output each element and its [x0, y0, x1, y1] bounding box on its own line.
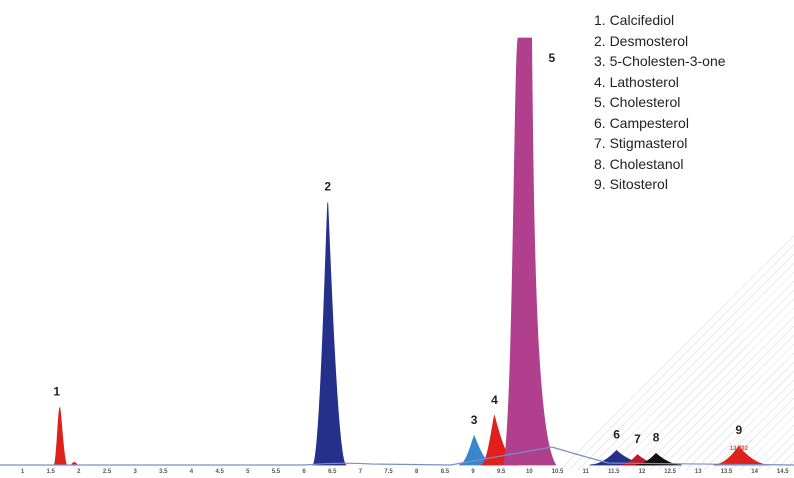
hatch-line — [640, 316, 794, 471]
hatch-line — [604, 280, 794, 471]
hatch-line — [748, 424, 794, 471]
x-tick-label: 3.5 — [159, 469, 168, 475]
peak-1 — [53, 407, 68, 466]
peak-label-3: 3 — [471, 413, 478, 427]
hatch-line — [649, 325, 794, 471]
x-tick-label: 13.5 — [721, 469, 733, 475]
hatch-line — [577, 253, 794, 471]
x-tick-label: 8.5 — [441, 469, 450, 475]
legend-item: 6. Campesterol — [594, 114, 689, 131]
peak-series — [53, 37, 770, 466]
hatch-line — [703, 379, 794, 471]
compound-legend: 1. Calcifediol 2. Desmosterol 3. 5-Chole… — [594, 10, 726, 195]
hatch-line — [730, 406, 794, 471]
x-tick-label: 5 — [246, 469, 250, 475]
x-tick-label: 11 — [582, 469, 589, 475]
x-tick-label: 10 — [526, 469, 533, 475]
peak-labels: 1 2 34 5 6 7 8 9 13.792 — [53, 51, 748, 452]
x-tick-label: 3 — [133, 469, 137, 475]
hatch-line — [766, 442, 794, 471]
x-tick-label: 12 — [639, 469, 646, 475]
hatch-line — [784, 460, 794, 471]
hatch-line — [694, 370, 794, 471]
x-axis-ticks: 0.511.522.533.544.555.566.577.588.599.51… — [21, 469, 789, 475]
x-tick-label: 14.5 — [777, 469, 789, 475]
chromatogram-baseline — [0, 446, 794, 466]
legend-item: 3. 5-Cholesten-3-one — [594, 53, 726, 69]
x-tick-label: 9 — [471, 469, 475, 475]
hatch-line — [559, 235, 794, 471]
peak-label-9: 9 — [735, 423, 742, 437]
peak-5 — [502, 37, 557, 466]
x-tick-label: 5.5 — [272, 469, 281, 475]
x-tick-label: 7 — [359, 469, 363, 475]
hatch-line — [676, 352, 794, 471]
x-tick-label: 4.5 — [215, 469, 224, 475]
hatch-line — [739, 415, 794, 471]
x-tick-label: 8 — [415, 469, 419, 475]
hatch-line — [712, 388, 794, 471]
background-hatch — [559, 235, 794, 471]
hatch-line — [631, 307, 794, 471]
retention-time-label: 13.792 — [730, 446, 749, 452]
x-tick-label: 2.5 — [103, 469, 112, 475]
x-tick-label: 1 — [21, 469, 25, 475]
hatch-line — [721, 397, 794, 471]
hatch-line — [658, 334, 794, 471]
peak-label-6: 6 — [613, 427, 620, 441]
x-tick-label: 2 — [77, 469, 81, 475]
x-tick-label: 10.5 — [552, 469, 564, 475]
peak-label-5: 5 — [548, 51, 555, 65]
hatch-line — [613, 289, 794, 471]
hatch-line — [685, 361, 794, 471]
x-tick-label: 14 — [751, 469, 758, 475]
peak-label-2: 2 — [324, 179, 331, 193]
x-tick-label: 6.5 — [328, 469, 337, 475]
hatch-line — [622, 298, 794, 471]
legend-item: 9. Sitosterol — [594, 176, 668, 192]
x-tick-label: 11.5 — [608, 469, 620, 475]
hatch-line — [568, 244, 794, 471]
peak-label-4: 4 — [491, 393, 498, 407]
x-tick-label: 9.5 — [497, 469, 506, 475]
x-tick-label: 6 — [302, 469, 306, 475]
legend-item: 5. Cholesterol — [594, 94, 681, 110]
hatch-line — [586, 262, 794, 471]
legend-item: 1. Calcifediol — [594, 12, 675, 28]
legend-item: 7. Stigmasterol — [594, 135, 688, 151]
x-tick-label: 1.5 — [47, 469, 56, 475]
peak-label-8: 8 — [653, 430, 660, 444]
peak-2 — [312, 202, 347, 466]
x-tick-label: 12.5 — [664, 469, 676, 475]
x-tick-label: 13 — [695, 469, 702, 475]
peak-label-7: 7 — [634, 432, 641, 446]
peak-label-1: 1 — [53, 384, 60, 398]
legend-item: 2. Desmosterol — [594, 32, 689, 49]
peak-9 — [713, 445, 770, 466]
x-tick-label: 7.5 — [384, 469, 393, 475]
x-tick-label: 4 — [190, 469, 194, 475]
minor-peak — [70, 462, 78, 465]
hatch-line — [595, 271, 794, 471]
legend-item: 8. Cholestanol — [594, 155, 684, 172]
hatch-line — [667, 343, 794, 471]
legend-item: 4. Lathosterol — [594, 73, 679, 90]
